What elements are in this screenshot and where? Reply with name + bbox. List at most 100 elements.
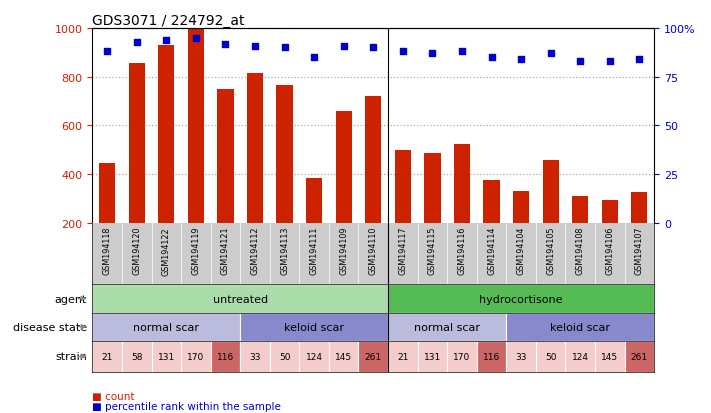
Text: 21: 21 — [397, 352, 409, 361]
Bar — [336, 112, 352, 223]
Bar — [506, 341, 536, 372]
Point — [515, 57, 527, 63]
Text: 50: 50 — [279, 352, 290, 361]
Point — [220, 41, 231, 48]
Text: GSM194111: GSM194111 — [310, 226, 319, 275]
Bar — [240, 341, 269, 372]
Text: 145: 145 — [335, 352, 352, 361]
Text: GSM194104: GSM194104 — [517, 226, 525, 275]
Text: normal scar: normal scar — [134, 322, 199, 332]
Bar — [506, 313, 654, 341]
Text: 124: 124 — [572, 352, 589, 361]
Bar — [513, 192, 529, 223]
Text: 261: 261 — [365, 352, 382, 361]
Text: disease state: disease state — [13, 322, 87, 332]
Point — [102, 49, 113, 55]
Text: strain: strain — [55, 351, 87, 361]
Bar — [631, 193, 648, 223]
Bar — [188, 29, 204, 223]
Bar — [424, 154, 441, 223]
Bar — [277, 86, 293, 223]
Bar — [477, 341, 506, 372]
Text: GSM194110: GSM194110 — [369, 226, 378, 275]
Text: keloid scar: keloid scar — [550, 322, 610, 332]
Bar — [395, 150, 411, 223]
Text: GDS3071 / 224792_at: GDS3071 / 224792_at — [92, 14, 245, 28]
Bar — [159, 46, 174, 223]
Bar — [388, 313, 506, 341]
Text: GSM194108: GSM194108 — [576, 226, 584, 275]
Bar — [483, 181, 500, 223]
Point — [161, 37, 172, 44]
Text: GSM194107: GSM194107 — [635, 226, 644, 275]
Text: 170: 170 — [187, 352, 205, 361]
Bar — [269, 341, 299, 372]
Text: GSM194109: GSM194109 — [339, 226, 348, 275]
Bar — [218, 90, 234, 223]
Point — [427, 51, 438, 57]
Text: GSM194106: GSM194106 — [605, 226, 614, 275]
Text: untreated: untreated — [213, 294, 268, 304]
Point — [545, 51, 556, 57]
Bar — [595, 341, 624, 372]
Text: 261: 261 — [631, 352, 648, 361]
Bar — [417, 341, 447, 372]
Point — [604, 59, 616, 65]
Point — [131, 39, 142, 46]
Text: 33: 33 — [250, 352, 261, 361]
Text: 58: 58 — [131, 352, 142, 361]
Bar — [151, 341, 181, 372]
Bar — [536, 341, 565, 372]
Text: 116: 116 — [217, 352, 234, 361]
Bar — [122, 341, 151, 372]
Text: 33: 33 — [515, 352, 527, 361]
Bar — [565, 341, 595, 372]
Point — [279, 45, 290, 52]
Bar — [181, 341, 210, 372]
Text: ■ count: ■ count — [92, 391, 135, 401]
Text: normal scar: normal scar — [415, 322, 480, 332]
Bar — [247, 74, 263, 223]
Text: 124: 124 — [306, 352, 323, 361]
Bar — [129, 64, 145, 223]
Bar — [240, 313, 388, 341]
Point — [574, 59, 586, 65]
Point — [634, 57, 645, 63]
Bar — [454, 145, 470, 223]
Text: GSM194122: GSM194122 — [162, 226, 171, 275]
Text: agent: agent — [55, 294, 87, 304]
Text: GSM194105: GSM194105 — [546, 226, 555, 275]
Bar — [329, 341, 358, 372]
Text: GSM194118: GSM194118 — [102, 226, 112, 275]
Point — [486, 55, 497, 62]
Bar — [624, 341, 654, 372]
Text: 116: 116 — [483, 352, 500, 361]
Bar — [306, 178, 322, 223]
Text: 145: 145 — [602, 352, 619, 361]
Text: GSM194112: GSM194112 — [250, 226, 260, 275]
Text: 50: 50 — [545, 352, 557, 361]
Bar — [447, 341, 477, 372]
Point — [191, 36, 202, 42]
Text: GSM194120: GSM194120 — [132, 226, 141, 275]
Bar — [92, 285, 388, 313]
Text: 131: 131 — [158, 352, 175, 361]
Text: GSM194116: GSM194116 — [457, 226, 466, 275]
Bar — [299, 341, 329, 372]
Text: hydrocortisone: hydrocortisone — [479, 294, 563, 304]
Text: 131: 131 — [424, 352, 441, 361]
Text: GSM194114: GSM194114 — [487, 226, 496, 275]
Bar — [92, 313, 240, 341]
Bar — [99, 164, 115, 223]
Text: GSM194117: GSM194117 — [398, 226, 407, 275]
Bar — [542, 160, 559, 223]
Bar — [388, 341, 417, 372]
Bar — [365, 97, 381, 223]
Bar — [358, 341, 388, 372]
Point — [338, 43, 349, 50]
Text: ■ percentile rank within the sample: ■ percentile rank within the sample — [92, 401, 282, 411]
Bar — [388, 285, 654, 313]
Text: GSM194119: GSM194119 — [191, 226, 201, 275]
Text: GSM194121: GSM194121 — [221, 226, 230, 275]
Point — [368, 45, 379, 52]
